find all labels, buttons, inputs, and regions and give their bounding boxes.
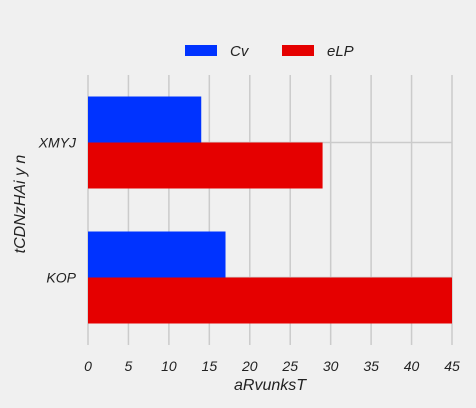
x-tick-label: 5: [125, 358, 133, 374]
x-tick-label: 10: [161, 358, 177, 374]
bars: [88, 97, 452, 324]
legend-label: Cv: [230, 43, 250, 60]
bar: [88, 143, 323, 189]
legend: Cv eLP: [185, 43, 354, 60]
legend-swatch: [282, 45, 314, 56]
x-tick-label: 40: [404, 358, 420, 374]
x-axis-title: aRvunksT: [234, 377, 307, 394]
y-tick-label: KOP: [46, 270, 76, 286]
legend-swatch: [185, 45, 217, 56]
x-tick-label: 20: [241, 358, 258, 374]
bar: [88, 232, 226, 278]
legend-label: eLP: [327, 43, 354, 60]
x-tick-label: 15: [202, 358, 218, 374]
x-tick-label: 30: [323, 358, 339, 374]
x-tick-label: 0: [84, 358, 92, 374]
bar: [88, 97, 201, 143]
y-axis-title: tCDNzHAi y n: [12, 155, 29, 254]
x-axis-ticks: 0 5 10 15 20 25 30 35 40 45: [84, 358, 460, 374]
y-tick-label: XMYJ: [38, 135, 77, 151]
bar: [88, 278, 452, 324]
x-tick-label: 35: [363, 358, 379, 374]
y-axis-categories: XMYJ KOP: [38, 135, 77, 286]
x-tick-label: 45: [444, 358, 460, 374]
x-tick-label: 25: [281, 358, 298, 374]
